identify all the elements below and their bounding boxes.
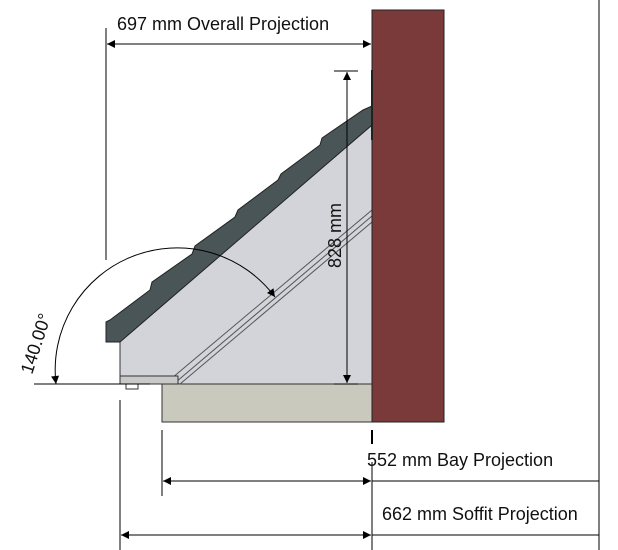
soffit-projection-label: 662 mm Soffit Projection bbox=[382, 504, 578, 524]
bay-sill bbox=[161, 383, 373, 423]
angle-label: 140.00° bbox=[17, 311, 55, 376]
angle-arc bbox=[51, 247, 276, 385]
gutter-clip bbox=[125, 383, 139, 390]
bay-projection-label: 552 mm Bay Projection bbox=[367, 450, 553, 470]
gutter-trim bbox=[119, 375, 179, 385]
wall bbox=[371, 9, 445, 423]
overall-projection-label: 697 mm Overall Projection bbox=[117, 14, 329, 34]
height-label: 828 mm bbox=[325, 203, 345, 268]
roof-tiles bbox=[105, 105, 373, 343]
